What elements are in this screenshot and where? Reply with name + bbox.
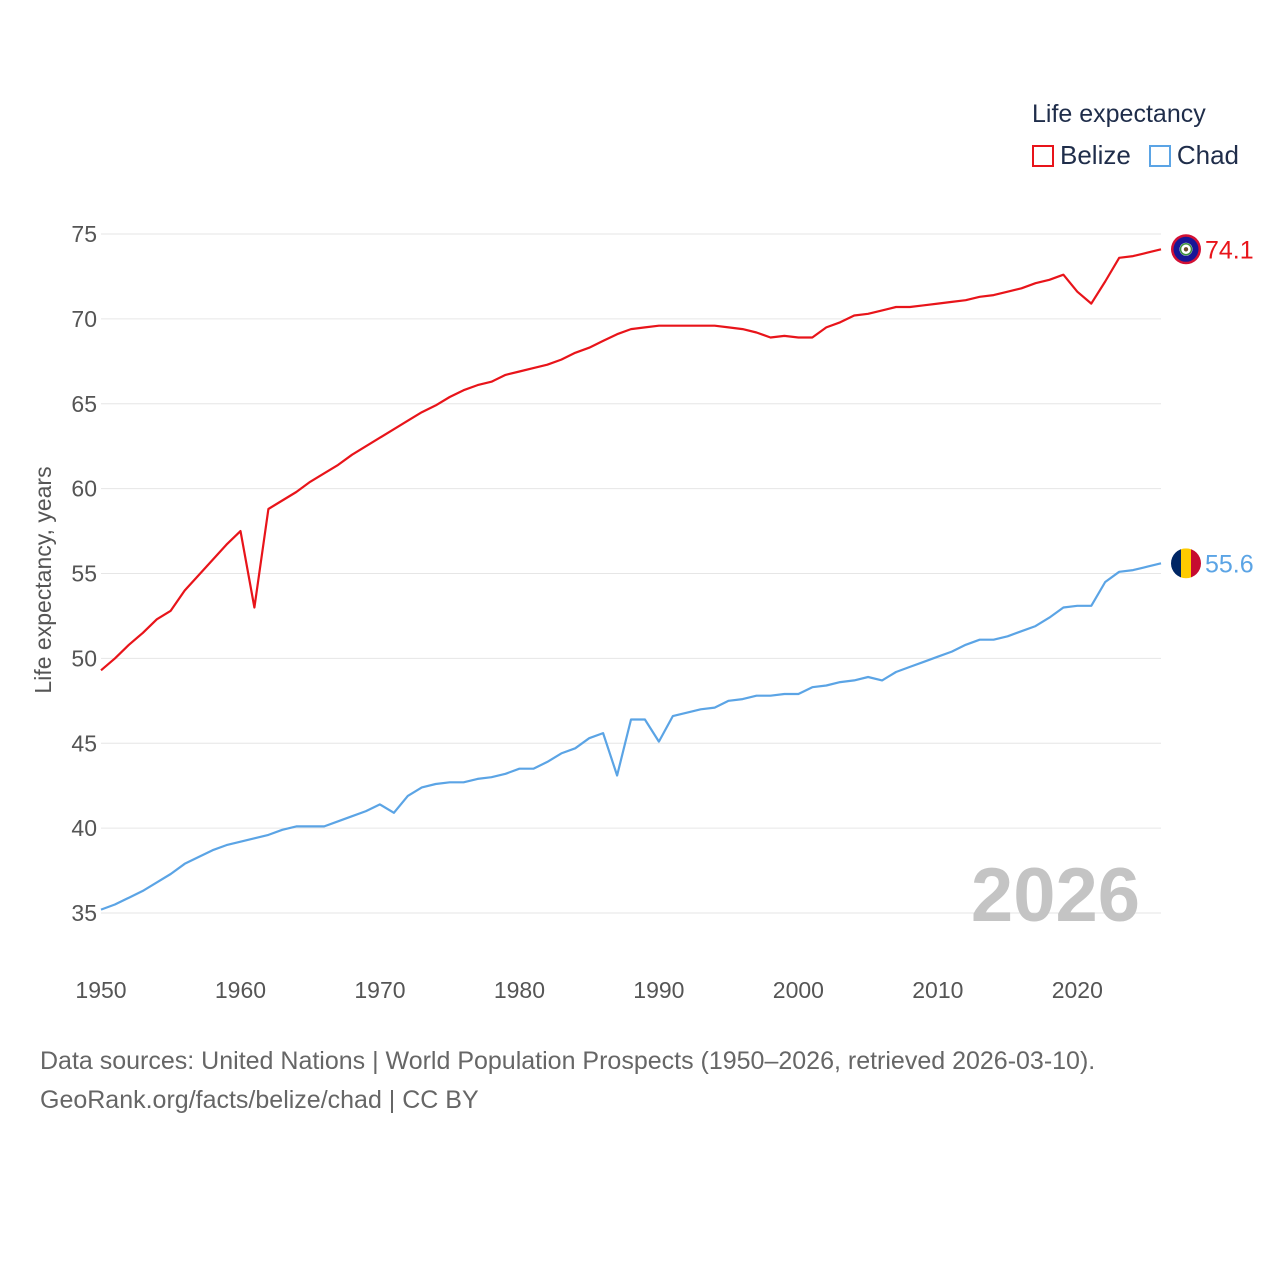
legend: Belize Chad (1032, 140, 1257, 171)
y-axis-label: Life expectancy, years (30, 466, 56, 693)
end-value-label-belize: 74.1 (1205, 236, 1254, 264)
x-tick-label: 1960 (215, 977, 266, 1003)
x-tick-label: 2000 (773, 977, 824, 1003)
x-tick-label: 1980 (494, 977, 545, 1003)
y-tick-label: 55 (71, 561, 97, 587)
y-tick-label: 50 (71, 645, 97, 671)
legend-item-chad[interactable]: Chad (1148, 140, 1239, 171)
legend-item-belize[interactable]: Belize (1032, 140, 1131, 171)
end-labels: 74.1 55.6 (1171, 234, 1254, 579)
series-line-belize (100, 248, 1162, 672)
source-line-2[interactable]: GeoRank.org/facts/belize/chad | CC BY (40, 1086, 479, 1114)
legend-label-belize: Belize (1060, 140, 1131, 170)
legend-swatch-belize (1032, 144, 1054, 167)
series-lines (100, 248, 1162, 911)
x-tick-label: 1990 (633, 977, 684, 1003)
series-line-chad (100, 562, 1162, 911)
flag-icon-chad (1171, 548, 1201, 579)
y-tick-label: 65 (71, 391, 97, 417)
y-axis-ticks: 35 40 45 50 55 60 65 70 75 (71, 221, 97, 926)
x-tick-label: 1950 (75, 977, 126, 1003)
legend-swatch-chad (1148, 144, 1171, 167)
gridlines (101, 233, 1161, 914)
legend-title: Life expectancy (1032, 100, 1206, 128)
end-value-label-chad: 55.6 (1205, 550, 1254, 578)
source-note: Data sources: United Nations | World Pop… (40, 1042, 1095, 1120)
year-watermark: 2026 (971, 853, 1140, 938)
source-line-1: Data sources: United Nations | World Pop… (40, 1047, 1096, 1075)
y-tick-label: 40 (71, 815, 97, 841)
x-tick-label: 1970 (354, 977, 405, 1003)
y-tick-label: 35 (71, 900, 97, 926)
flag-icon-belize (1171, 234, 1201, 265)
y-tick-label: 70 (71, 306, 97, 332)
y-tick-label: 45 (71, 730, 97, 756)
legend-label-chad: Chad (1176, 140, 1239, 170)
x-axis-ticks: 1950 1960 1970 1980 1990 2000 2010 2020 (75, 977, 1102, 1003)
x-tick-label: 2010 (912, 977, 963, 1003)
y-tick-label: 75 (71, 221, 97, 247)
y-tick-label: 60 (71, 476, 97, 502)
x-tick-label: 2020 (1052, 977, 1103, 1003)
